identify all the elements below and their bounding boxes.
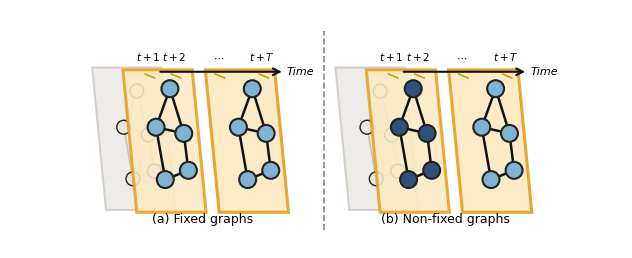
Circle shape: [473, 119, 490, 136]
Circle shape: [404, 80, 422, 97]
Text: $t+1$: $t+1$: [136, 51, 161, 62]
Circle shape: [262, 162, 279, 179]
Circle shape: [373, 84, 387, 98]
Circle shape: [391, 119, 408, 136]
Circle shape: [130, 84, 143, 98]
Text: $t+2$: $t+2$: [162, 51, 186, 62]
Text: $t+T$: $t+T$: [250, 51, 275, 62]
Polygon shape: [205, 70, 288, 212]
Circle shape: [506, 162, 523, 179]
Circle shape: [482, 171, 499, 188]
Text: $\cdots$: $\cdots$: [456, 53, 467, 62]
Circle shape: [391, 164, 404, 178]
Circle shape: [180, 162, 197, 179]
Circle shape: [258, 125, 275, 142]
Polygon shape: [123, 70, 206, 212]
Text: $\cdots$: $\cdots$: [213, 53, 224, 62]
Circle shape: [230, 119, 247, 136]
Circle shape: [385, 128, 399, 142]
Text: Time: Time: [530, 67, 558, 77]
Circle shape: [239, 171, 256, 188]
Circle shape: [360, 120, 374, 134]
Circle shape: [126, 172, 140, 186]
Text: (a) Fixed graphs: (a) Fixed graphs: [152, 213, 253, 226]
Polygon shape: [367, 70, 449, 212]
Circle shape: [161, 80, 178, 97]
Circle shape: [418, 125, 435, 142]
Polygon shape: [449, 70, 532, 212]
Polygon shape: [92, 68, 175, 210]
Circle shape: [175, 125, 192, 142]
Text: $t+1$: $t+1$: [379, 51, 404, 62]
Text: (b) Non-fixed graphs: (b) Non-fixed graphs: [381, 213, 510, 226]
Text: Time: Time: [287, 67, 315, 77]
Circle shape: [117, 120, 131, 134]
Circle shape: [244, 80, 261, 97]
Circle shape: [501, 125, 518, 142]
Circle shape: [487, 80, 504, 97]
Circle shape: [369, 172, 383, 186]
Circle shape: [400, 171, 417, 188]
Polygon shape: [336, 68, 418, 210]
Circle shape: [147, 164, 161, 178]
Circle shape: [147, 119, 164, 136]
Circle shape: [423, 162, 440, 179]
Text: $t+2$: $t+2$: [406, 51, 430, 62]
Text: $t+T$: $t+T$: [493, 51, 518, 62]
Circle shape: [157, 171, 174, 188]
Circle shape: [142, 128, 155, 142]
